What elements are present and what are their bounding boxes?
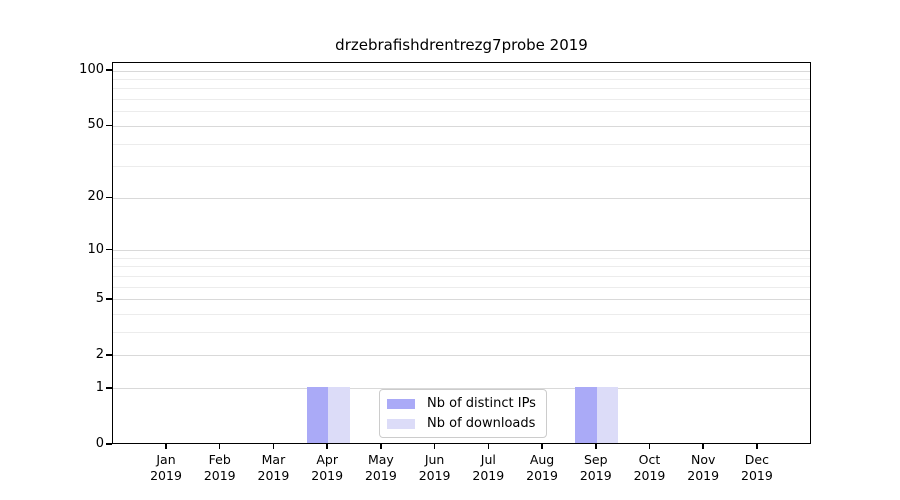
y-tick-label: 50	[87, 117, 104, 133]
legend-label-distinct-ips: Nb of distinct IPs	[427, 395, 536, 411]
gridline-minor	[113, 99, 810, 101]
gridline-minor	[113, 88, 810, 90]
bar-downloads-apr-2019	[328, 386, 350, 443]
legend-item-distinct-ips: Nb of distinct IPs	[387, 396, 546, 412]
x-tick-label: Jun 2019	[418, 452, 451, 483]
bar-downloads-sep-2019	[596, 386, 619, 443]
x-tick-mark	[648, 444, 651, 449]
x-tick-mark	[433, 444, 436, 449]
y-tick-label: 100	[79, 62, 104, 78]
bars-layer	[113, 63, 810, 443]
x-tick-label: Oct 2019	[633, 452, 666, 483]
x-tick-mark	[272, 444, 275, 449]
y-tick-label: 5	[95, 290, 104, 306]
x-tick-label: Aug 2019	[526, 452, 558, 483]
legend: Nb of distinct IPs Nb of downloads	[379, 389, 547, 438]
x-tick-mark	[595, 444, 597, 449]
gridline-major	[113, 299, 810, 301]
gridline-major	[113, 355, 810, 357]
legend-swatch-downloads	[387, 418, 415, 429]
gridline-major	[113, 250, 810, 252]
x-tick-mark	[541, 444, 543, 449]
gridline-minor	[113, 257, 810, 259]
gridlines-layer	[113, 63, 810, 443]
y-tick-mark	[106, 387, 112, 389]
x-tick-label: Apr 2019	[311, 452, 344, 483]
y-tick-mark	[106, 196, 112, 199]
x-tick-mark	[326, 444, 328, 449]
x-tick-mark	[487, 444, 490, 449]
x-tick-mark	[380, 444, 382, 449]
y-tick-mark	[106, 248, 112, 251]
gridline-major	[113, 70, 810, 72]
x-tick-label: May 2019	[364, 452, 397, 483]
gridline-minor	[113, 166, 810, 168]
y-tick-mark	[106, 354, 112, 356]
gridline-minor	[113, 332, 810, 334]
x-tick-mark	[165, 444, 167, 449]
x-tick-label: Jan 2019	[150, 452, 182, 483]
chart-title: drzebrafishdrentrezg7probe 2019	[335, 36, 588, 54]
legend-label-downloads: Nb of downloads	[427, 415, 536, 431]
gridline-minor	[113, 266, 810, 268]
x-tick-label: Mar 2019	[257, 452, 290, 483]
gridline-major	[113, 197, 810, 199]
x-tick-label: Dec 2019	[741, 452, 773, 483]
y-tick-label: 10	[87, 241, 104, 257]
legend-item-downloads: Nb of downloads	[387, 416, 546, 432]
y-tick-label: 20	[87, 189, 104, 205]
gridline-major	[113, 125, 810, 127]
bar-distinct-ips-sep-2019	[575, 386, 597, 443]
gridline-major	[113, 388, 810, 390]
y-tick-label: 1	[95, 379, 104, 395]
legend-swatch-distinct-ips	[387, 398, 415, 409]
y-tick-label: 0	[95, 436, 104, 451]
x-tick-label: Nov 2019	[687, 452, 720, 483]
x-tick-mark	[702, 444, 704, 449]
y-tick-mark	[106, 69, 112, 71]
gridline-minor	[113, 111, 810, 113]
gridline-minor	[113, 276, 810, 278]
x-tick-mark	[218, 444, 221, 449]
bar-distinct-ips-apr-2019	[306, 386, 329, 443]
y-tick-mark	[106, 298, 112, 300]
x-tick-mark	[756, 444, 758, 449]
plot-area	[112, 62, 811, 444]
y-tick-label: 2	[95, 346, 104, 362]
gridline-minor	[113, 79, 810, 81]
x-tick-label: Feb 2019	[203, 452, 236, 483]
y-tick-mark	[106, 443, 112, 445]
x-tick-label: Jul 2019	[472, 452, 505, 483]
x-tick-label: Sep 2019	[579, 452, 612, 483]
gridline-minor	[113, 286, 810, 288]
gridline-minor	[113, 314, 810, 316]
y-tick-mark	[106, 124, 112, 127]
gridline-minor	[113, 143, 810, 145]
